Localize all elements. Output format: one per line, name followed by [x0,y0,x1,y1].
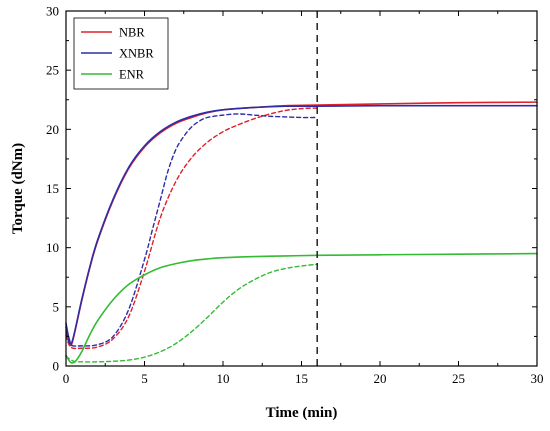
x-tick-label: 5 [141,371,148,386]
y-tick-label: 30 [46,4,59,19]
y-tick-label: 15 [46,181,59,196]
legend-label-enr: ENR [119,68,145,82]
legend: NBR XNBR ENR [73,17,169,90]
axis-layer: 0 5 10 15 20 25 30 0 5 10 15 20 25 30 [46,4,544,387]
legend-label-xnbr: XNBR [119,47,154,61]
x-axis-title: Time (min) [266,405,338,421]
series-layer [65,101,538,364]
x-tick-label: 25 [452,371,465,386]
y-tick-label: 5 [53,299,60,314]
y-tick-label: 10 [46,240,59,255]
series-line-enr-dashed [65,263,318,363]
series-line-xnbr-solid [65,104,538,345]
y-tick-label: 0 [53,359,60,374]
y-axis-title: Torque (dNm) [10,143,26,234]
x-tick-label: 30 [531,371,544,386]
x-tick-label: 15 [295,371,308,386]
y-tick-label: 25 [46,63,59,78]
legend-label-nbr: NBR [119,26,145,40]
series-line-nbr-dashed [65,107,318,350]
x-tick-label: 0 [63,371,70,386]
y-tick-label: 20 [46,122,59,137]
x-tick-label: 20 [374,371,387,386]
x-tick-label: 10 [217,371,230,386]
series-line-xnbr-dashed [65,113,318,347]
